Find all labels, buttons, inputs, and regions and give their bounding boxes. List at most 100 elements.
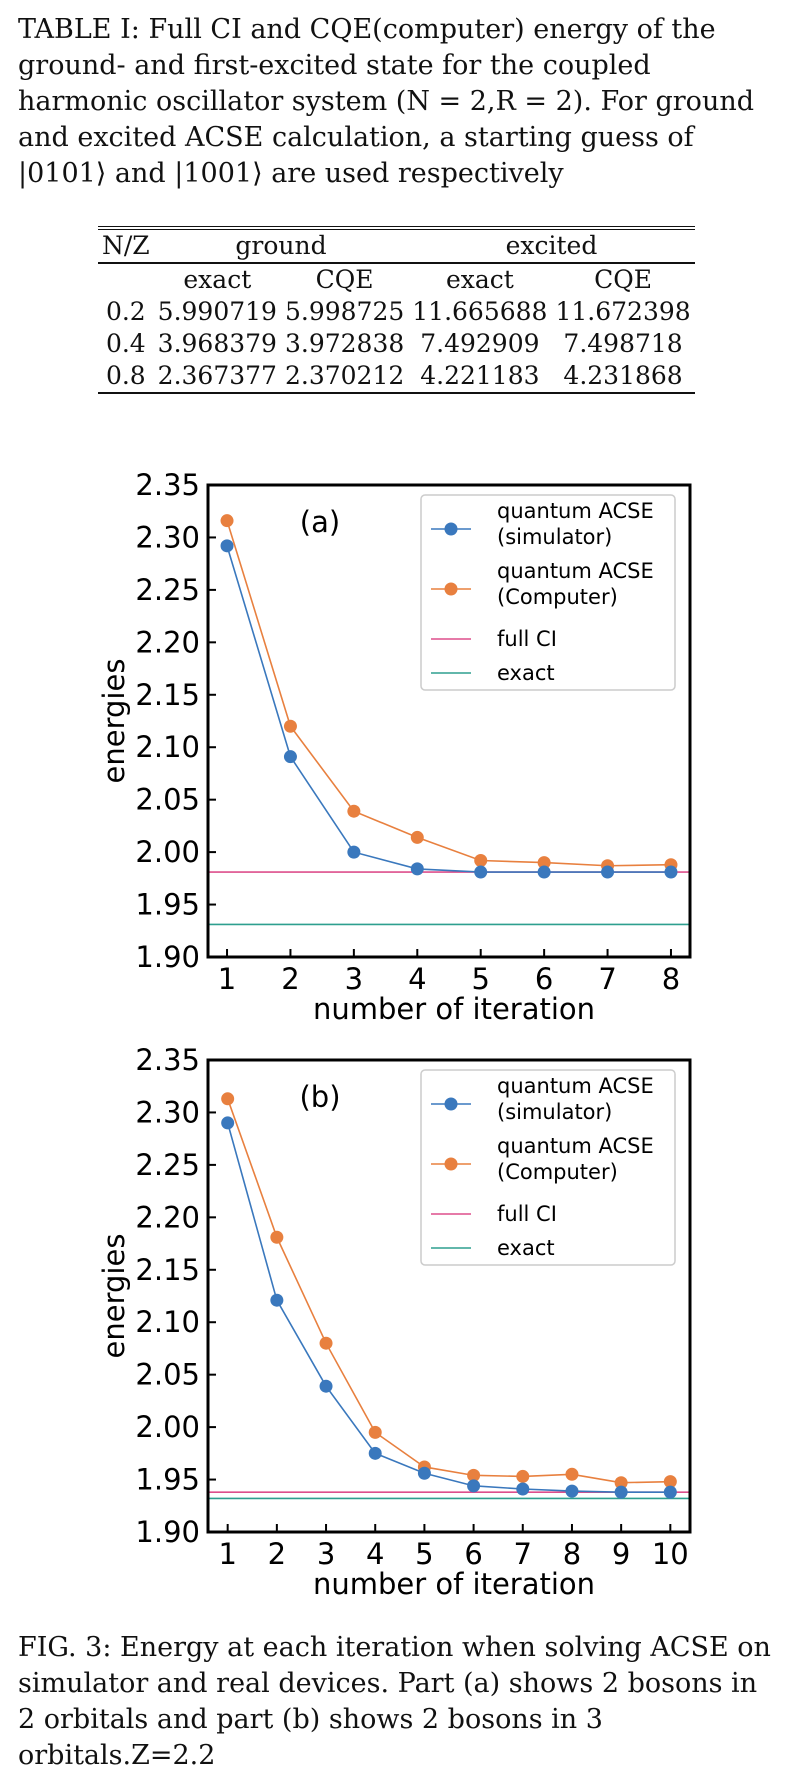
data-point	[474, 854, 488, 868]
legend-label: exact	[497, 1236, 555, 1260]
cell: 4.231868	[563, 361, 683, 390]
data-point	[474, 865, 488, 879]
y-axis-label: energies	[97, 659, 131, 784]
y-tick-label: 2.20	[135, 625, 200, 659]
panel-label: (a)	[300, 505, 340, 539]
chart-a: 1.90 1.95 2.00 2.05 2.10 2.15 2.20 2.25 2.30 2.35…	[97, 468, 692, 1020]
y-tick-label: 1.90	[135, 1515, 200, 1549]
energy-table: N/Z ground excited exact CQE exact CQE 0…	[98, 226, 695, 394]
x-tick-label: 5	[471, 962, 489, 996]
y-tick-label: 2.10	[135, 730, 200, 764]
plot-frame	[206, 1058, 692, 1534]
data-point	[270, 1230, 284, 1244]
sub-header: CQE	[315, 265, 374, 294]
table-row: 0.4 3.968379 3.972838 7.492909 7.498718	[98, 328, 695, 360]
y-tick-label: 2.05	[135, 783, 200, 817]
cell: 11.665688	[412, 297, 548, 326]
y-tick-label: 2.25	[135, 573, 200, 607]
y-tick-label: 2.30	[135, 520, 200, 554]
panel-label: (b)	[299, 1080, 340, 1114]
sub-header: exact	[445, 265, 514, 294]
legend-label: quantum ACSE	[497, 1074, 654, 1098]
legend-marker	[444, 1097, 458, 1111]
x-tick-label: 8	[662, 962, 680, 996]
legend-box	[420, 494, 676, 691]
data-point	[220, 514, 234, 528]
x-tick-label: 3	[317, 1537, 335, 1571]
y-tick-label: 1.90	[135, 940, 200, 974]
y-tick-label: 2.35	[135, 1043, 200, 1077]
series-line-1	[226, 1098, 671, 1484]
cell: 3.972838	[284, 329, 405, 358]
legend-label: quantum ACSE	[497, 559, 654, 583]
legend-label: (simulator)	[497, 525, 612, 549]
header-ground: ground	[235, 231, 327, 260]
x-tick-label: 5	[415, 1537, 433, 1571]
x-tick-label: 2	[268, 1537, 286, 1571]
legend-label: full CI	[497, 1202, 557, 1226]
legend-label: (Computer)	[497, 1160, 618, 1184]
header-excited: excited	[505, 231, 598, 260]
y-tick-label: 2.15	[135, 678, 200, 712]
data-point	[537, 865, 551, 879]
table-caption: TABLE I: Full CI and CQE(computer) energ…	[18, 14, 755, 189]
data-point	[417, 1466, 431, 1480]
x-tick-label: 6	[464, 1537, 482, 1571]
header-nz: N/Z	[102, 231, 150, 260]
x-tick-label: 10	[652, 1537, 689, 1571]
data-point	[368, 1425, 382, 1439]
data-point	[410, 830, 424, 844]
cell: 5.998725	[284, 297, 405, 326]
cell: 11.672398	[555, 297, 691, 326]
cell: 4.221183	[420, 361, 540, 390]
data-point	[516, 1469, 530, 1483]
y-tick-label: 2.25	[135, 1148, 200, 1182]
x-tick-label: 7	[598, 962, 616, 996]
data-point	[663, 1475, 677, 1489]
data-point	[368, 1446, 382, 1460]
y-tick-label: 2.35	[135, 468, 200, 502]
legend-marker	[444, 1157, 458, 1171]
sub-header: CQE	[594, 265, 652, 294]
data-point	[467, 1468, 481, 1482]
data-point	[410, 862, 424, 876]
x-tick-label: 9	[612, 1537, 630, 1571]
data-point	[516, 1482, 530, 1496]
data-point	[220, 539, 234, 553]
x-tick-label: 1	[218, 1537, 236, 1571]
table-row: 0.2 5.990719 5.998725 11.665688 11.67239…	[98, 296, 695, 328]
series-line-0	[226, 545, 671, 873]
legend-label: quantum ACSE	[497, 499, 654, 523]
x-tick-label: 8	[563, 1537, 581, 1571]
x-axis-label: number of iteration	[313, 1567, 595, 1595]
data-point	[283, 719, 297, 733]
cell: 7.498718	[563, 329, 683, 358]
data-point	[663, 1485, 677, 1499]
data-point	[221, 1092, 235, 1106]
legend-label: quantum ACSE	[497, 1134, 654, 1158]
cell: 0.8	[105, 361, 146, 390]
y-tick-label: 2.15	[135, 1253, 200, 1287]
plot-frame	[206, 483, 692, 959]
data-point	[565, 1467, 579, 1481]
cell: 0.2	[105, 297, 146, 326]
x-tick-label: 3	[345, 962, 363, 996]
cell: 2.370212	[284, 361, 405, 390]
x-axis-label: number of iteration	[313, 992, 595, 1020]
table-row: 0.8 2.367377 2.370212 4.221183 4.231868	[98, 360, 695, 393]
x-tick-label: 7	[514, 1537, 532, 1571]
data-point	[664, 865, 678, 879]
data-point	[319, 1379, 333, 1393]
legend-box	[420, 1069, 676, 1266]
data-point	[467, 1479, 481, 1493]
data-point	[614, 1476, 628, 1490]
data-point	[283, 750, 297, 764]
series-line-1	[226, 520, 671, 867]
data-point	[319, 1336, 333, 1350]
data-point	[614, 1485, 628, 1499]
data-point	[347, 804, 361, 818]
legend-marker	[444, 522, 458, 536]
x-tick-label: 4	[366, 1537, 384, 1571]
y-tick-label: 2.00	[135, 835, 200, 869]
legend-label: (simulator)	[497, 1100, 612, 1124]
